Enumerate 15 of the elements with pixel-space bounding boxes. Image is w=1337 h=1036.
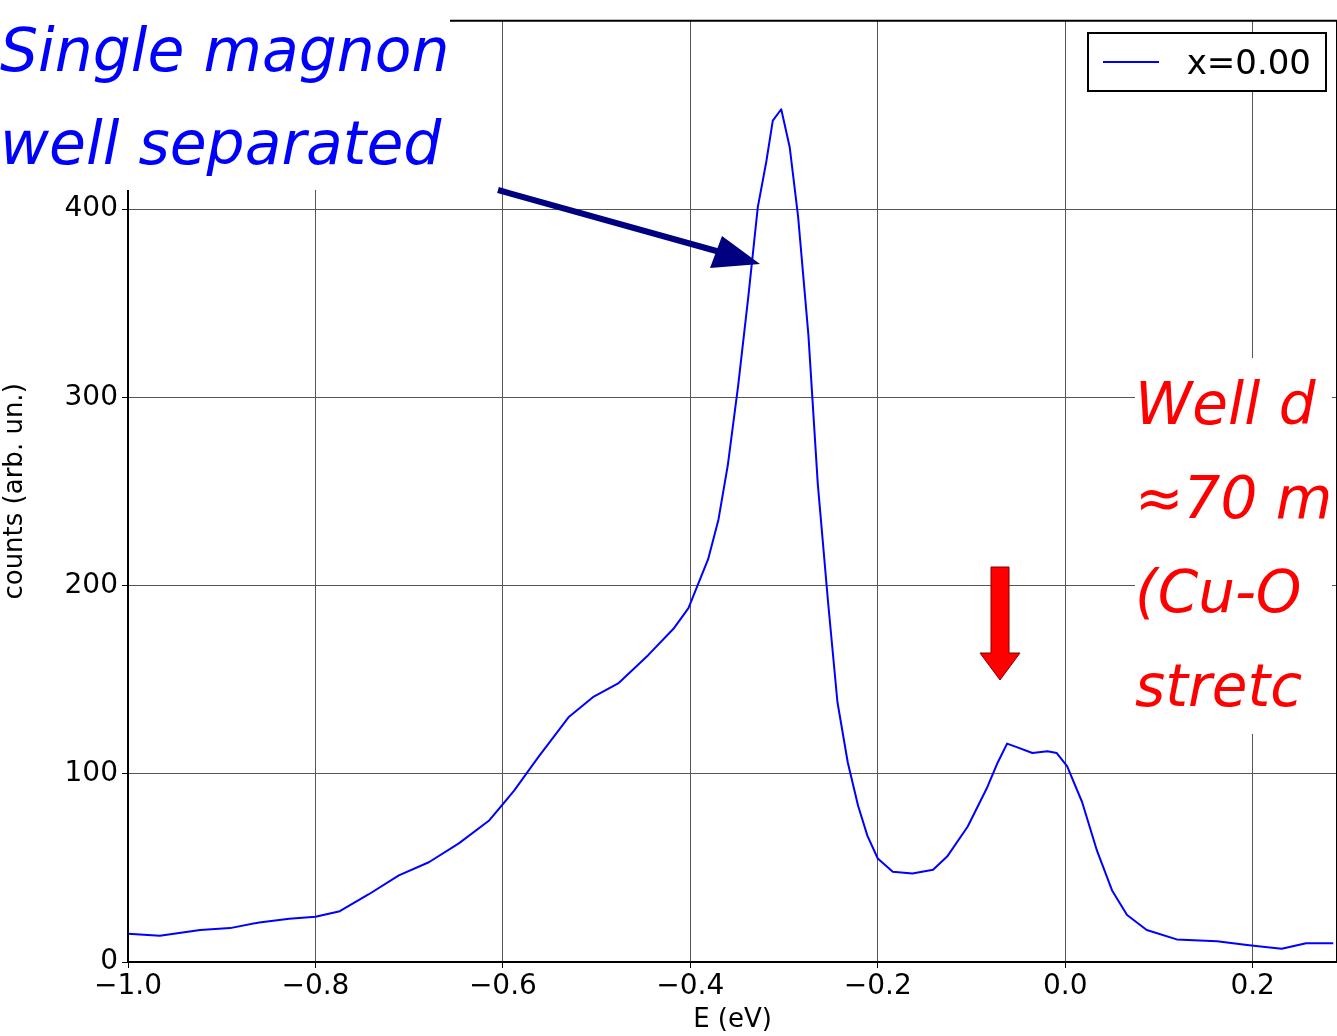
x-tick-label: −0.6 <box>468 968 537 1002</box>
annotation: Single magnon well separated <box>0 4 450 190</box>
x-axis-title: E (eV) <box>693 1003 772 1034</box>
x-tick-label: −0.8 <box>281 968 350 1002</box>
x-tick-label: −0.2 <box>843 968 912 1002</box>
annotation: Well d ≈70 m (Cu-O stretc <box>1135 358 1333 734</box>
x-tick-label: −0.4 <box>656 968 725 1002</box>
y-tick-label: 100 <box>64 755 118 789</box>
y-tick-label: 300 <box>64 378 118 412</box>
y-axis-title: counts (arb. un.) <box>0 383 29 600</box>
x-tick-label: 0.2 <box>1230 968 1275 1002</box>
y-tick-label: 400 <box>64 190 118 224</box>
x-tick-label: 0.0 <box>1042 968 1088 1002</box>
y-tick-label: 200 <box>64 566 118 600</box>
legend-label: x=0.00 <box>1186 42 1311 82</box>
